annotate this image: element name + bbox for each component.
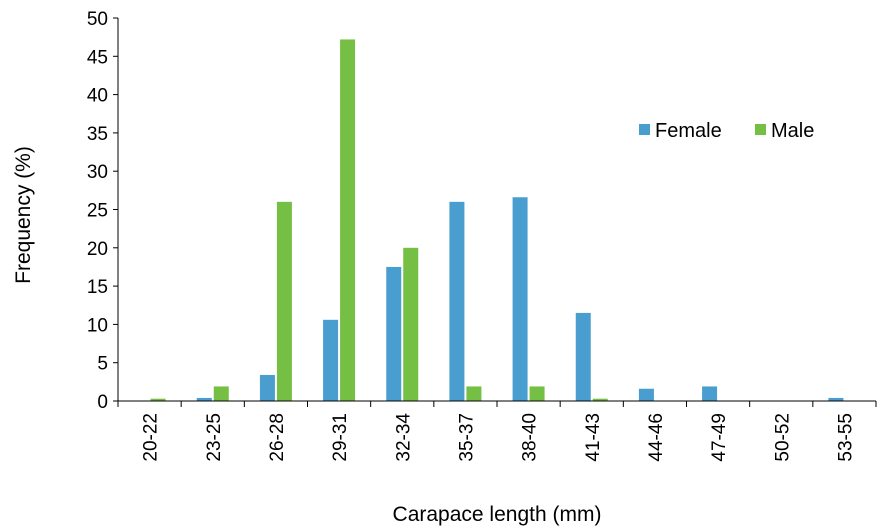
bar-male-23-25 (213, 386, 229, 401)
x-axis-title: Carapace length (mm) (393, 503, 602, 526)
bar-female-32-34 (386, 266, 402, 401)
x-tick-label: 44-46 (646, 413, 667, 462)
legend-label-female: Female (655, 120, 722, 142)
bar-female-47-49 (702, 386, 718, 401)
bar-female-38-40 (512, 197, 528, 401)
bar-male-41-43 (592, 398, 608, 401)
x-tick-label: 32-34 (393, 413, 414, 462)
y-tick-label: 15 (87, 277, 108, 298)
bar-female-29-31 (323, 319, 339, 401)
x-tick-label: 35-37 (456, 413, 477, 462)
y-tick-label: 50 (87, 9, 108, 30)
bar-female-41-43 (575, 312, 591, 401)
bar-female-23-25 (196, 397, 212, 401)
x-axis: 20-22 23-25 26-28 29-31 32-34 35-37 38-40 41-43… (117, 400, 877, 462)
legend-label-male: Male (771, 120, 814, 142)
y-tick-label: 0 (97, 392, 108, 413)
legend: Female Male (639, 120, 814, 142)
legend-swatch-male (755, 124, 766, 135)
y-tick-label: 25 (87, 201, 108, 222)
x-tick-label: 29-31 (330, 413, 351, 462)
y-tick-label: 35 (87, 124, 108, 145)
y-tick-label: 20 (87, 239, 108, 260)
y-tick-label: 10 (87, 315, 108, 336)
bars-layer (150, 39, 844, 401)
x-tick-label: 20-22 (141, 413, 162, 462)
bar-female-53-55 (828, 397, 844, 401)
x-tick-label: 50-52 (772, 413, 793, 462)
bar-male-29-31 (340, 39, 356, 401)
y-tick-label: 45 (87, 47, 108, 68)
y-tick-label: 5 (97, 354, 108, 375)
y-axis: 0 5 10 15 20 25 30 35 40 45 50 (87, 9, 119, 413)
bar-female-26-28 (259, 374, 275, 401)
bar-male-20-22 (150, 398, 166, 401)
bar-male-26-28 (276, 201, 292, 401)
bar-female-44-46 (638, 388, 654, 401)
x-tick-label: 26-28 (267, 413, 288, 462)
x-tick-label: 23-25 (204, 413, 225, 462)
bar-female-35-37 (449, 201, 465, 401)
bar-male-38-40 (529, 386, 545, 401)
x-tick-label: 53-55 (835, 413, 856, 462)
y-axis-title: Frequency (%) (12, 146, 35, 284)
y-tick-label: 30 (87, 162, 108, 183)
bar-male-35-37 (466, 386, 482, 401)
x-tick-label: 47-49 (709, 413, 730, 462)
x-tick-label: 41-43 (583, 413, 604, 462)
legend-swatch-female (639, 124, 650, 135)
bar-male-32-34 (403, 247, 419, 401)
y-tick-label: 40 (87, 86, 108, 107)
x-tick-label: 38-40 (520, 413, 541, 462)
